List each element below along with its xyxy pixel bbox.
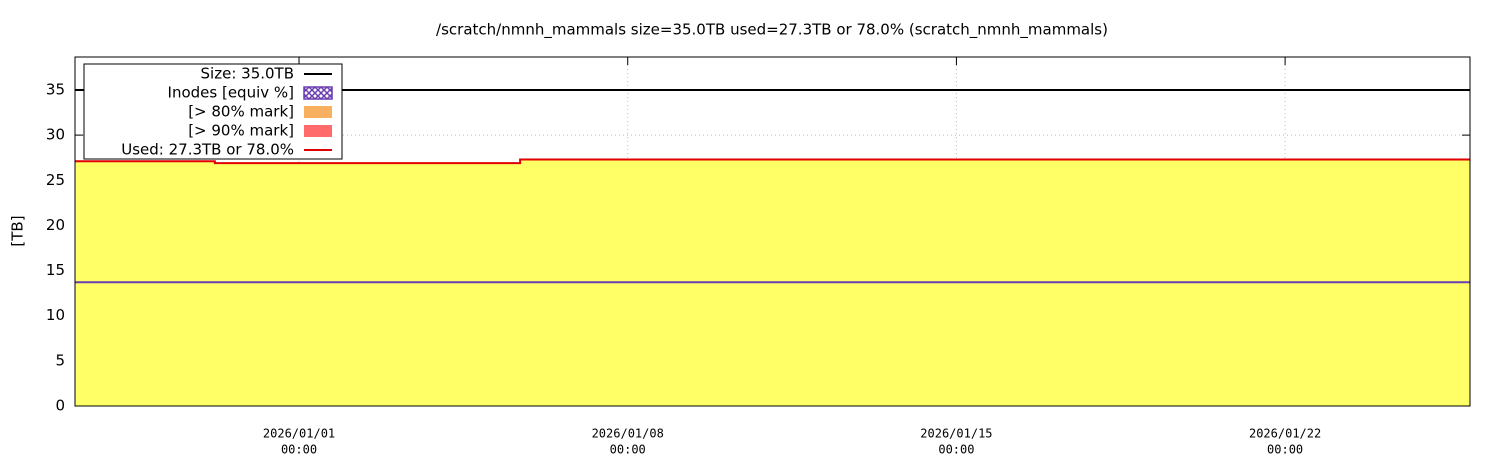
x-tick-label: 2026/01/22 (1249, 427, 1321, 441)
legend-label: Size: 35.0TB (201, 65, 294, 83)
x-tick-label: 2026/01/01 (263, 427, 335, 441)
legend-swatch (304, 125, 332, 137)
y-tick-label: 15 (46, 261, 65, 279)
x-tick-label: 00:00 (1267, 443, 1303, 457)
y-tick-label: 35 (46, 80, 65, 98)
series-line (75, 158, 1470, 165)
x-tick-label: 2026/01/08 (592, 427, 664, 441)
plot-border (74, 56, 1471, 407)
x-tick-label: 00:00 (610, 443, 646, 457)
y-tick-label: 10 (46, 306, 65, 324)
y-tick-label: 0 (55, 397, 65, 415)
legend-swatch (303, 86, 333, 100)
legend-label: Inodes [equiv %] (168, 84, 294, 102)
y-tick-label: 20 (46, 216, 65, 234)
chart-title: /scratch/nmnh_mammals size=35.0TB used=2… (436, 21, 1108, 40)
legend-label: [> 80% mark] (188, 103, 294, 121)
legend-box (83, 63, 343, 160)
x-tick-label: 00:00 (938, 443, 974, 457)
x-tick-label: 00:00 (281, 443, 317, 457)
legend-label: Used: 27.3TB or 78.0% (121, 141, 294, 159)
y-axis-label: [TB] (9, 215, 27, 246)
legend-swatch (304, 106, 332, 118)
x-tick-label: 2026/01/15 (920, 427, 992, 441)
y-tick-label: 30 (46, 126, 65, 144)
legend-label: [> 90% mark] (188, 122, 294, 140)
y-tick-label: 5 (55, 351, 65, 369)
y-tick-label: 25 (46, 171, 65, 189)
